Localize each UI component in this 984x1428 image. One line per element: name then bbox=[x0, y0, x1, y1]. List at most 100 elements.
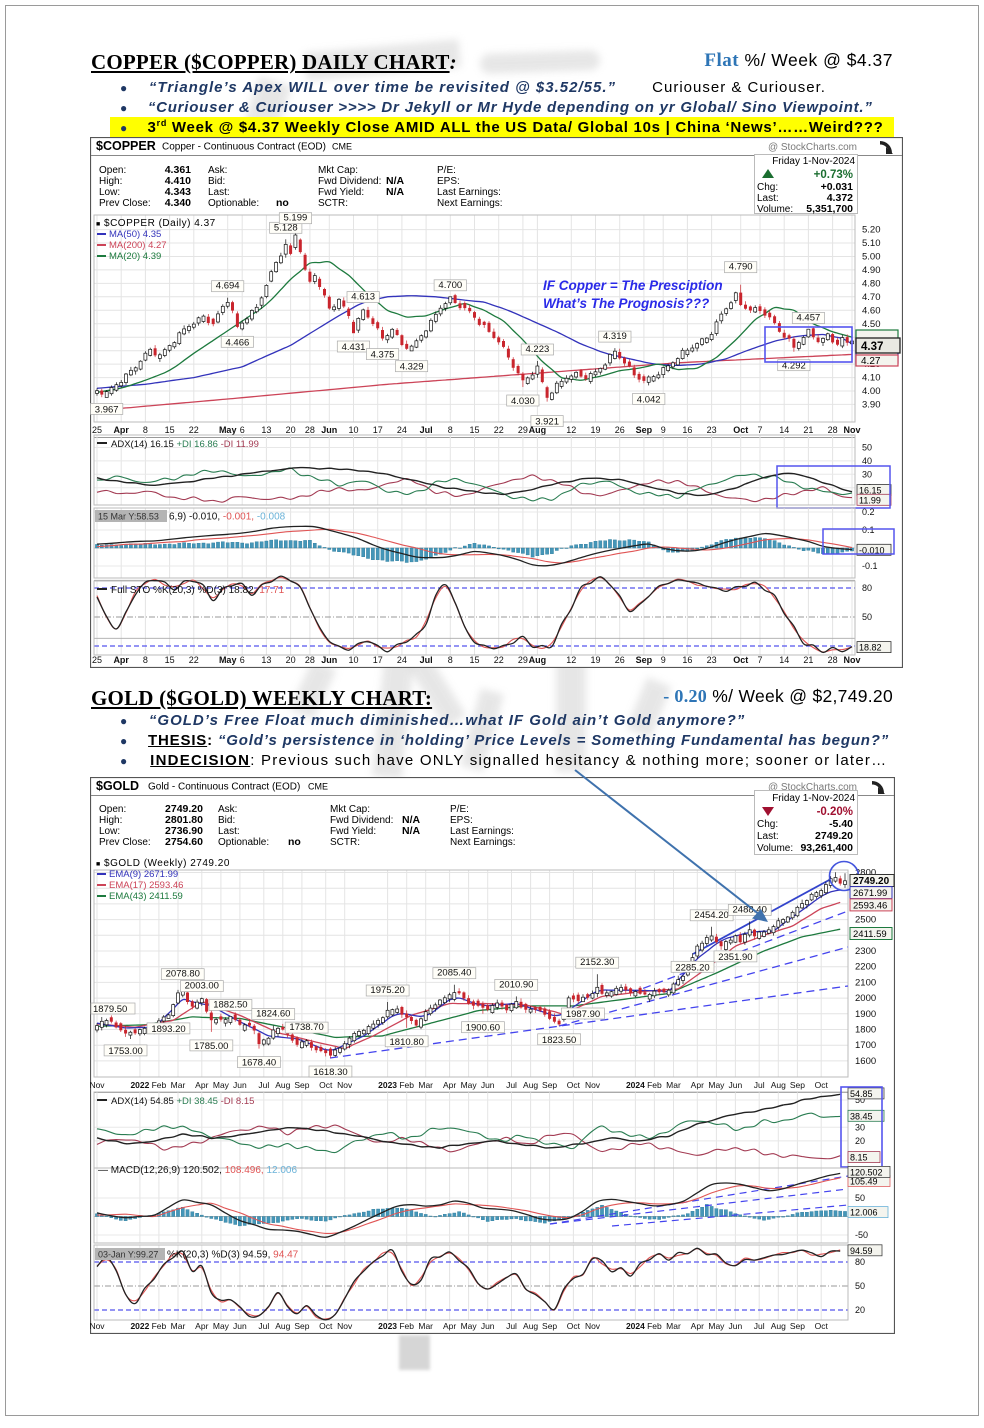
svg-text:Last:: Last: bbox=[208, 187, 230, 198]
svg-text:Sep: Sep bbox=[790, 1080, 805, 1090]
svg-text:Ask:: Ask: bbox=[208, 165, 227, 176]
svg-text:4.030: 4.030 bbox=[511, 396, 535, 407]
svg-text:21: 21 bbox=[803, 655, 813, 665]
svg-text:29: 29 bbox=[518, 425, 528, 435]
svg-text:Copper - Continuous Contract (: Copper - Continuous Contract (EOD) bbox=[162, 142, 326, 153]
svg-text:May: May bbox=[213, 1321, 230, 1331]
svg-text:2671.99: 2671.99 bbox=[853, 888, 887, 899]
svg-text:16: 16 bbox=[682, 655, 692, 665]
svg-text:Jun: Jun bbox=[233, 1321, 247, 1331]
svg-text:2800: 2800 bbox=[855, 868, 876, 879]
svg-text:4.70: 4.70 bbox=[862, 292, 881, 303]
svg-text:1893.20: 1893.20 bbox=[151, 1024, 185, 1035]
svg-text:Open:: Open: bbox=[99, 804, 126, 815]
svg-text:4.00: 4.00 bbox=[862, 386, 881, 397]
svg-text:105.49: 105.49 bbox=[850, 1177, 878, 1187]
svg-text:Aug: Aug bbox=[771, 1321, 786, 1331]
svg-text:MA(200) 4.27: MA(200) 4.27 bbox=[109, 240, 167, 251]
svg-text:16: 16 bbox=[682, 425, 692, 435]
svg-text:-0.010: -0.010 bbox=[859, 545, 885, 555]
svg-text:Feb: Feb bbox=[647, 1080, 662, 1090]
svg-text:4.60: 4.60 bbox=[862, 305, 881, 316]
svg-text:4.466: 4.466 bbox=[226, 337, 250, 348]
svg-text:20: 20 bbox=[855, 1136, 865, 1146]
svg-text:$COPPER: $COPPER bbox=[96, 139, 156, 153]
svg-text:Jul: Jul bbox=[258, 1321, 269, 1331]
svg-text:EMA(17) 2593.46: EMA(17) 2593.46 bbox=[109, 880, 183, 891]
svg-text:28: 28 bbox=[305, 655, 315, 665]
svg-text:30: 30 bbox=[855, 1122, 865, 1132]
svg-text:3.90: 3.90 bbox=[862, 399, 881, 410]
svg-text:Sep: Sep bbox=[790, 1321, 805, 1331]
svg-text:Low:: Low: bbox=[99, 187, 120, 198]
svg-text:2000: 2000 bbox=[855, 993, 876, 1004]
svg-text:Last Earnings:: Last Earnings: bbox=[450, 826, 514, 837]
svg-text:Sep: Sep bbox=[542, 1321, 557, 1331]
svg-text:Oct: Oct bbox=[733, 425, 748, 435]
svg-text:2500: 2500 bbox=[855, 915, 876, 926]
svg-text:Sep: Sep bbox=[294, 1321, 309, 1331]
svg-text:Volume:: Volume: bbox=[757, 204, 793, 215]
svg-text:Nov: Nov bbox=[843, 425, 860, 435]
svg-text:7: 7 bbox=[757, 425, 762, 435]
svg-text:Last:: Last: bbox=[757, 193, 779, 204]
svg-text:Open:: Open: bbox=[99, 165, 126, 176]
svg-text:1975.20: 1975.20 bbox=[370, 985, 404, 996]
svg-text:13: 13 bbox=[261, 655, 271, 665]
svg-text:Jul: Jul bbox=[506, 1321, 517, 1331]
svg-text:EPS:: EPS: bbox=[450, 815, 473, 826]
svg-text:Bid:: Bid: bbox=[208, 176, 225, 187]
svg-text:8: 8 bbox=[143, 655, 148, 665]
svg-text:94.59: 94.59 bbox=[850, 1246, 873, 1256]
svg-text:Aug: Aug bbox=[529, 425, 547, 435]
svg-text:1800: 1800 bbox=[855, 1025, 876, 1036]
svg-text:Volume:: Volume: bbox=[757, 843, 793, 854]
svg-text:Nov: Nov bbox=[90, 1080, 105, 1090]
svg-text:Nov: Nov bbox=[337, 1080, 353, 1090]
svg-text:15 Mar Y:58.53: 15 Mar Y:58.53 bbox=[98, 512, 159, 522]
svg-text:5.20: 5.20 bbox=[862, 225, 881, 236]
svg-text:Jun: Jun bbox=[481, 1080, 495, 1090]
svg-text:2022: 2022 bbox=[130, 1321, 149, 1331]
svg-text:17: 17 bbox=[373, 655, 383, 665]
svg-text:5.00: 5.00 bbox=[862, 252, 881, 263]
svg-text:Jul: Jul bbox=[258, 1080, 269, 1090]
svg-text:What’s The Prognosis???: What’s The Prognosis??? bbox=[543, 296, 709, 311]
svg-text:Fwd Dividend:: Fwd Dividend: bbox=[330, 815, 393, 826]
svg-text:2003.00: 2003.00 bbox=[185, 981, 219, 992]
svg-text:2022: 2022 bbox=[130, 1080, 149, 1090]
svg-text:2351.90: 2351.90 bbox=[718, 952, 752, 963]
svg-text:0.1: 0.1 bbox=[862, 525, 875, 535]
svg-text:2488.40: 2488.40 bbox=[733, 904, 767, 915]
svg-text:+0.73%: +0.73% bbox=[814, 169, 853, 181]
svg-text:20: 20 bbox=[286, 425, 296, 435]
svg-text:2754.60: 2754.60 bbox=[165, 836, 203, 848]
svg-text:Last Earnings:: Last Earnings: bbox=[437, 187, 501, 198]
svg-text:Aug: Aug bbox=[275, 1321, 290, 1331]
svg-text:Nov: Nov bbox=[337, 1321, 353, 1331]
svg-text:12.006: 12.006 bbox=[850, 1208, 878, 1218]
svg-text:Aug: Aug bbox=[523, 1080, 538, 1090]
svg-text:8: 8 bbox=[143, 425, 148, 435]
svg-text:-50: -50 bbox=[855, 1230, 868, 1240]
svg-text:4.457: 4.457 bbox=[797, 313, 821, 324]
svg-text:25: 25 bbox=[92, 425, 102, 435]
svg-text:Aug: Aug bbox=[275, 1080, 290, 1090]
svg-text:Optionable:: Optionable: bbox=[218, 837, 269, 848]
svg-text:50: 50 bbox=[862, 443, 872, 453]
svg-text:2285.20: 2285.20 bbox=[675, 962, 709, 973]
svg-text:N/A: N/A bbox=[386, 186, 405, 198]
svg-text:1882.50: 1882.50 bbox=[213, 1000, 247, 1011]
svg-text:2078.80: 2078.80 bbox=[166, 969, 200, 980]
svg-text:2749.20: 2749.20 bbox=[815, 830, 853, 842]
svg-text:Jun: Jun bbox=[729, 1080, 743, 1090]
svg-text:Feb: Feb bbox=[647, 1321, 662, 1331]
svg-text:Fwd Dividend:: Fwd Dividend: bbox=[318, 176, 381, 187]
svg-text:54.85: 54.85 bbox=[850, 1089, 873, 1099]
svg-text:1738.70: 1738.70 bbox=[289, 1022, 323, 1033]
svg-text:23: 23 bbox=[707, 425, 717, 435]
svg-text:19: 19 bbox=[590, 425, 600, 435]
svg-text:@ StockCharts.com: @ StockCharts.com bbox=[768, 142, 857, 153]
svg-text:1618.30: 1618.30 bbox=[313, 1067, 347, 1078]
svg-text:2749.20: 2749.20 bbox=[853, 876, 890, 887]
